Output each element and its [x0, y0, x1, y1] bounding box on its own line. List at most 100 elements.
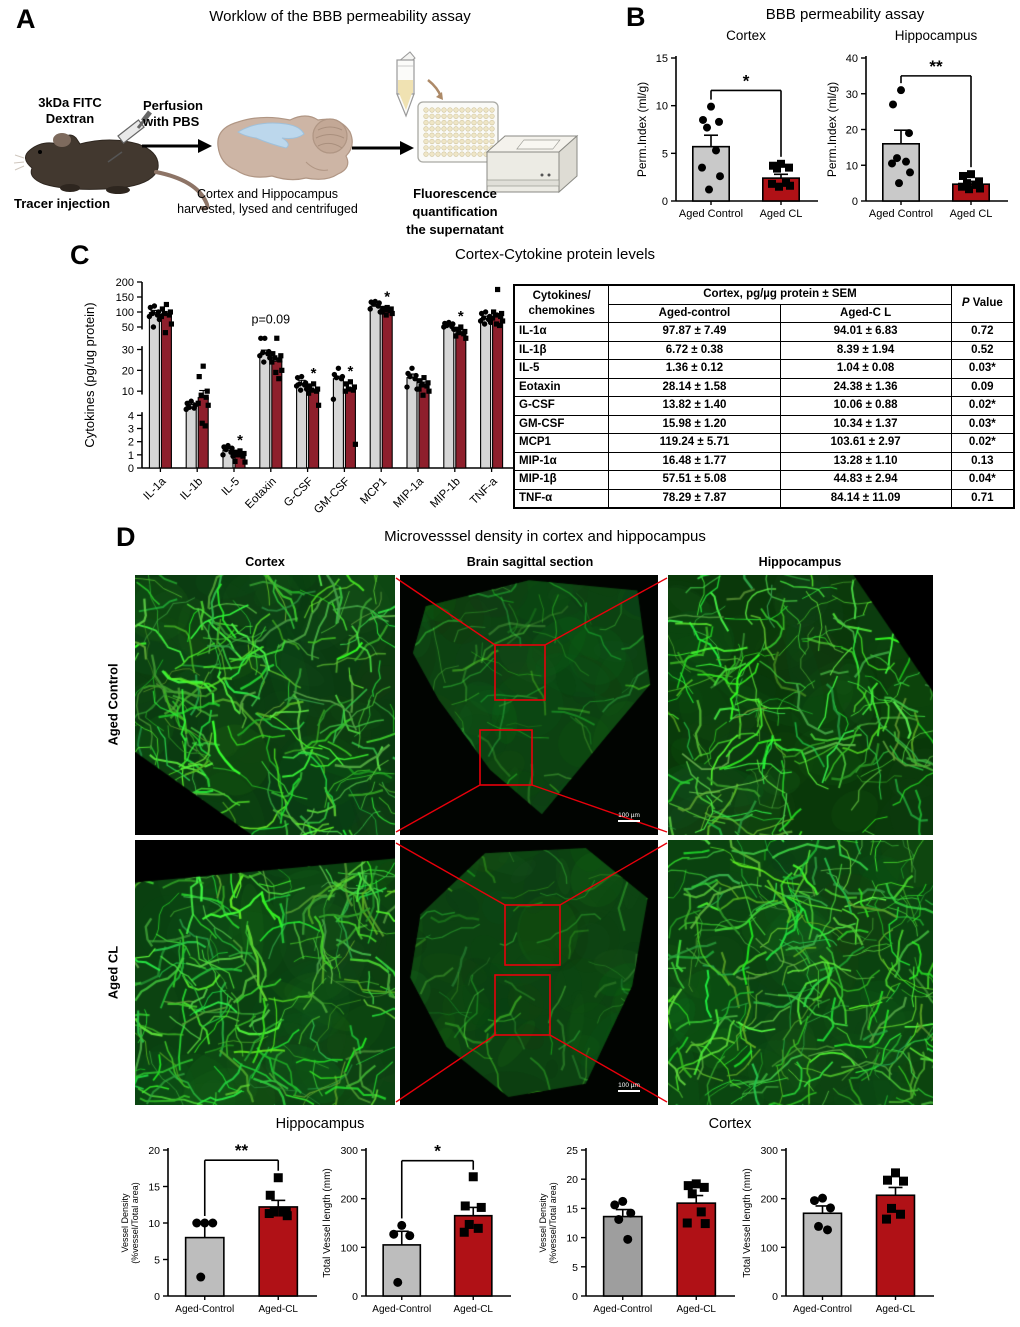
table-subheader-cl: Aged-C L: [779, 303, 952, 324]
svg-text:Total Vessel length (mm): Total Vessel length (mm): [322, 1168, 333, 1278]
cell-value: 13.82 ± 1.40: [608, 396, 781, 416]
cell-value: 94.01 ± 6.83: [779, 322, 952, 342]
bbb-hippocampus-chart: Hippocampus 0 10 20 30 40 Aged Control Aged CL *…: [825, 28, 1016, 240]
tracer-label-line2: Dextran: [45, 111, 95, 126]
column-header-cortex: Cortex: [245, 555, 285, 569]
tracer-label-line1: 3kDa FITC: [38, 95, 102, 110]
svg-text:*: *: [237, 432, 243, 449]
svg-text:Aged Control: Aged Control: [679, 208, 743, 220]
svg-text:TNF-a: TNF-a: [468, 475, 500, 507]
svg-text:15: 15: [656, 53, 668, 65]
arrow-right-icon: [352, 141, 414, 155]
svg-text:5: 5: [154, 1255, 160, 1267]
svg-text:Cortex: Cortex: [726, 28, 766, 43]
cortex-vessel-density-chart: 0 5 10 15 20 25 Aged-Control Aged-CL Vessel Dens…: [536, 1136, 741, 1327]
table-header-cytokines: Cytokines/chemokines: [513, 284, 610, 324]
bar-chart-svg: 0 5 10 15 20 Aged-Control Aged-CL ** Vessel Dens…: [120, 1141, 317, 1315]
cell-value: 8.39 ± 1.94: [779, 340, 952, 361]
svg-text:G-CSF: G-CSF: [282, 476, 316, 510]
svg-text:200: 200: [340, 1194, 358, 1206]
svg-text:300: 300: [340, 1145, 358, 1157]
cell-value: 57.51 ± 5.08: [608, 470, 781, 490]
mouse-caption: Tracer injection: [14, 196, 111, 211]
table-header-pvalue: P Value: [950, 284, 1015, 324]
table-row: TNF-α 78.29 ± 7.87 84.14 ± 11.09 0.71: [513, 488, 1015, 509]
svg-text:1: 1: [128, 450, 134, 462]
cytokine-table: Cytokines/chemokines Cortex, pg/µg prote…: [513, 284, 1015, 510]
cytokine-name: IL-5: [513, 359, 610, 379]
cytokine-name: TNF-α: [513, 488, 610, 509]
svg-text:IL-5: IL-5: [220, 476, 243, 499]
perfusion-label-line2: with PBS: [143, 114, 200, 129]
svg-text:10: 10: [846, 160, 858, 172]
table-row: IL-1α 97.87 ± 7.49 94.01 ± 6.83 0.72: [513, 322, 1015, 342]
svg-text:MIP-1b: MIP-1b: [428, 476, 463, 511]
plate-caption-line2: quantification: [412, 204, 498, 219]
perfusion-label-line1: Perfusion: [143, 98, 203, 113]
svg-text:Aged-CL: Aged-CL: [454, 1304, 494, 1315]
tan-arrow-head: [436, 92, 443, 100]
cytokine-chart: 0 1 2 3 4 10 20 30 50 100 150 200 IL-1a IL-1b IL-5 Eota…: [80, 266, 520, 535]
table-row: IL-1β 6.72 ± 0.38 8.39 ± 1.94 0.52: [513, 340, 1015, 361]
svg-text:Aged-CL: Aged-CL: [677, 1304, 717, 1315]
svg-text:25: 25: [566, 1145, 578, 1157]
svg-text:*: *: [743, 71, 750, 90]
svg-text:p=0.09: p=0.09: [252, 313, 291, 327]
svg-text:Eotaxin: Eotaxin: [243, 476, 279, 512]
svg-text:0: 0: [352, 1291, 358, 1303]
cytokine-table-wrap: Cytokines/chemokines Cortex, pg/µg prote…: [513, 284, 1015, 510]
svg-text:15: 15: [566, 1203, 578, 1215]
svg-text:Aged-Control: Aged-Control: [372, 1304, 431, 1315]
svg-text:3: 3: [128, 424, 134, 436]
cytokine-name: Eotaxin: [513, 377, 610, 398]
svg-text:200: 200: [116, 277, 134, 289]
bar-chart-svg: Hippocampus 0 10 20 30 40 Aged Control Aged CL *…: [825, 28, 1008, 220]
svg-text:Aged-CL: Aged-CL: [259, 1304, 299, 1315]
svg-text:IL-1b: IL-1b: [178, 476, 205, 503]
svg-text:Total Vessel length (mm): Total Vessel length (mm): [742, 1168, 753, 1278]
micro-cortex-aged-control: [135, 575, 395, 835]
mouse-illustration: [13, 110, 210, 211]
svg-text:Aged Control: Aged Control: [869, 208, 933, 220]
cell-value: 0.72: [950, 322, 1015, 342]
table-row: G-CSF 13.82 ± 1.40 10.06 ± 0.88 0.02*: [513, 396, 1015, 416]
svg-text:10: 10: [656, 101, 668, 113]
svg-text:200: 200: [760, 1194, 778, 1206]
bottom-title-hippocampus: Hippocampus: [275, 1116, 365, 1132]
svg-text:Vessel Density: Vessel Density: [538, 1193, 548, 1253]
svg-text:Vessel Density: Vessel Density: [120, 1193, 130, 1253]
panel-a-label: A: [16, 4, 36, 34]
panel-b-label: B: [626, 2, 646, 32]
column-header-sagittal: Brain sagittal section: [466, 555, 594, 569]
cell-value: 0.03*: [950, 414, 1015, 435]
svg-text:0: 0: [154, 1291, 160, 1303]
scale-bar-bottom: 100 µm: [612, 1082, 646, 1092]
cytokine-name: MIP-1β: [513, 470, 610, 490]
hippo-vessel-density-chart: 0 5 10 15 20 Aged-Control Aged-CL ** Vessel Dens…: [118, 1136, 323, 1327]
panel-c-title: Cortex-Cytokine protein levels: [454, 246, 656, 263]
row-label-aged-cl: Aged CL: [105, 945, 121, 1000]
well-plate-icon: [417, 101, 499, 163]
svg-text:IL-1a: IL-1a: [141, 475, 168, 502]
cytokine-name: G-CSF: [513, 396, 610, 416]
syringe-icon: [107, 110, 152, 163]
cell-value: 0.52: [950, 340, 1015, 361]
cell-value: 16.48 ± 1.77: [608, 451, 781, 472]
svg-text:0: 0: [662, 196, 668, 208]
plate-reader-icon: [485, 134, 579, 194]
svg-text:MCP1: MCP1: [358, 476, 389, 507]
panel-c-label: C: [70, 240, 90, 270]
bar-chart-svg: Cortex 0 5 10 15 Aged Control Aged CL * Perm.Ind…: [635, 28, 818, 220]
workflow-illustration: [13, 51, 579, 211]
cell-value: 0.09: [950, 377, 1015, 398]
svg-text:0: 0: [772, 1291, 778, 1303]
cortex-vessel-length-chart: 0 100 200 300 Aged-Control Aged-CL Total Vesse…: [740, 1136, 940, 1327]
micro-hippocampus-aged-cl: [668, 840, 933, 1105]
brain-caption-line1: Cortex and Hippocampus: [196, 187, 339, 201]
brain-caption-line2: harvested, lysed and centrifuged: [177, 202, 358, 216]
column-header-hippocampus: Hippocampus: [758, 555, 842, 569]
table-row: MIP-1β 57.51 ± 5.08 44.83 ± 2.94 0.04*: [513, 470, 1015, 490]
panel-d-title: Microvesssel density in cortex and hippo…: [384, 528, 706, 545]
svg-text:**: **: [929, 57, 943, 76]
